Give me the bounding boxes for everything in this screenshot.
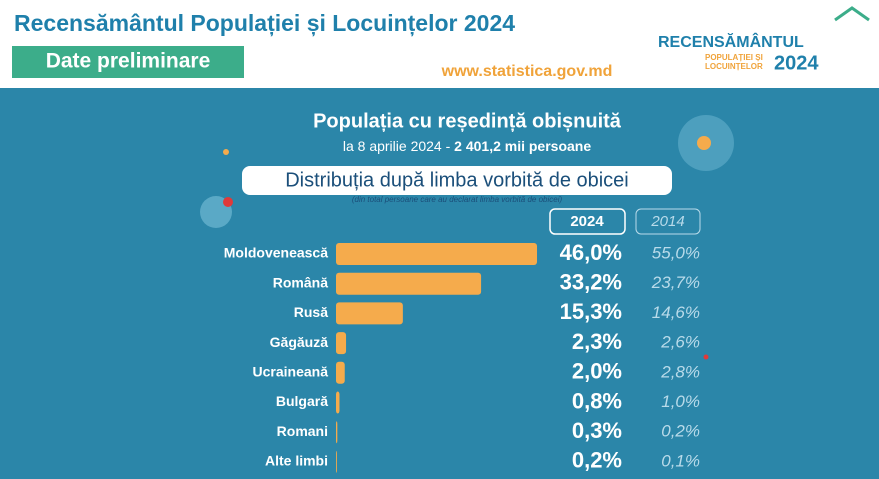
chart-note: (din total persoane care au declarat lim… <box>352 195 563 204</box>
value-label: 55,0% <box>652 243 700 262</box>
bar <box>336 391 340 414</box>
heading-box <box>242 166 672 195</box>
category-label: Romani <box>277 423 328 439</box>
deco-dot <box>703 354 709 360</box>
legend-entry: 2024 <box>570 213 604 230</box>
value-label: 2,0% <box>572 359 622 384</box>
category-label: Alte limbi <box>265 453 328 469</box>
category-label: Moldovenească <box>224 245 328 261</box>
badge-bg <box>12 46 244 78</box>
bar <box>336 361 345 384</box>
bar <box>336 421 338 444</box>
url: www.statistica.gov.md <box>441 63 613 80</box>
value-label: 0,1% <box>661 451 700 470</box>
value-label: 2,3% <box>572 329 622 354</box>
value-label: 46,0% <box>560 240 622 265</box>
category-label: Găgăuză <box>270 334 329 350</box>
value-label: 0,8% <box>572 388 622 413</box>
header-title: Recensământul Populației și Locuințelor … <box>14 10 515 37</box>
deco-dot <box>223 197 233 207</box>
legend-entry: 2014 <box>650 213 684 230</box>
value-label: 0,3% <box>572 418 622 443</box>
logo-roof <box>834 6 870 22</box>
bar <box>336 450 337 473</box>
value-label: 23,7% <box>651 273 700 292</box>
category-label: Bulgară <box>276 393 328 409</box>
value-label: 14,6% <box>652 303 700 322</box>
legend-box <box>549 208 626 235</box>
subtitle-part: 2 401,2 mii persoane <box>454 138 591 154</box>
deco-dot <box>697 136 711 150</box>
deco-dot <box>223 149 229 155</box>
logo-line: LOCUINȚELOR <box>705 62 763 71</box>
value-label: 0,2% <box>661 422 700 441</box>
value-label: 1,0% <box>661 392 700 411</box>
logo-year: 2024 <box>774 52 819 74</box>
legend-box <box>635 208 701 235</box>
logo-line: POPULAȚIEI ȘI <box>705 53 763 62</box>
category-label: Română <box>273 274 328 290</box>
value-label: 0,2% <box>572 448 622 473</box>
chart-subtitle: la 8 aprilie 2024 - 2 401,2 mii persoane <box>343 138 591 154</box>
category-label: Ucraineană <box>253 364 329 380</box>
subtitle-part: la 8 aprilie 2024 - <box>343 138 451 154</box>
value-label: 33,2% <box>560 270 622 295</box>
bar <box>336 272 482 295</box>
chart-title: Populația cu reședință obișnuită <box>313 110 622 132</box>
category-label: Rusă <box>294 304 328 320</box>
badge: Date preliminare <box>46 50 211 73</box>
logo-word: RECENSĂMÂNTUL <box>658 32 804 51</box>
bar <box>336 302 403 325</box>
chart-heading: Distribuția după limba vorbită de obicei <box>285 169 629 191</box>
value-label: 2,8% <box>660 362 700 381</box>
bar <box>336 243 538 265</box>
bar <box>336 332 347 355</box>
value-label: 15,3% <box>560 299 622 324</box>
value-label: 2,6% <box>660 333 700 352</box>
